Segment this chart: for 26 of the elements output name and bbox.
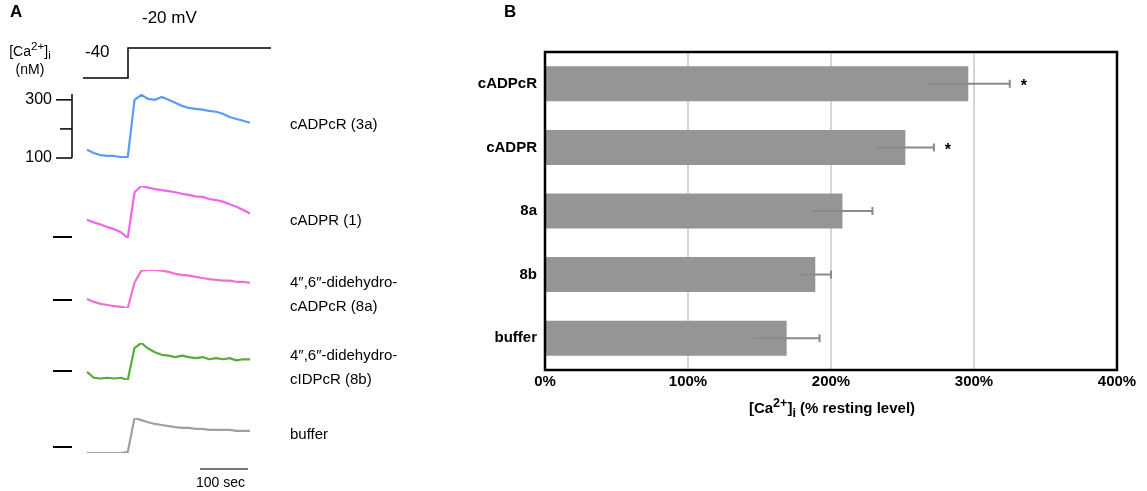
text: 100 sec	[196, 474, 246, 490]
text: -40	[85, 42, 110, 62]
x-axis-title: [Ca$^{2+}$]$_{i}$ (% resting level)	[747, 396, 917, 420]
x-tick-label: 300%	[954, 372, 994, 390]
text: -20 mV	[142, 8, 197, 28]
x-tick-label: 100%	[668, 372, 708, 390]
annotation: *	[1020, 77, 1028, 95]
y-tick-label: 8b	[519, 264, 537, 282]
y-tick-label: 300	[25, 90, 53, 108]
annotation: *	[944, 140, 952, 158]
text: cADPR (1)	[290, 210, 363, 230]
chart-title: A	[10, 2, 23, 22]
x-tick-label: 200%	[811, 372, 851, 390]
text: 4″,6″-didehydro-cIDPcR (8b)	[290, 345, 399, 389]
y-tick-label: 100	[25, 148, 53, 166]
chart-title: B	[504, 2, 517, 22]
text: buffer	[290, 424, 330, 444]
y-tick-label: cADPR	[486, 137, 538, 155]
y-tick-label: buffer	[494, 328, 538, 346]
y-axis-title: [Ca$^{2+}$]$_{i}$ (nM)	[8, 38, 52, 78]
text: 4″,6″-didehydro-cADPcR (8a)	[290, 272, 399, 316]
y-tick-label: cADPcR	[477, 73, 538, 91]
y-tick-label: 8a	[520, 201, 538, 219]
x-tick-label: 0%	[534, 372, 556, 390]
text: cADPcR (3a)	[290, 114, 379, 134]
x-tick-label: 400%	[1097, 372, 1137, 390]
